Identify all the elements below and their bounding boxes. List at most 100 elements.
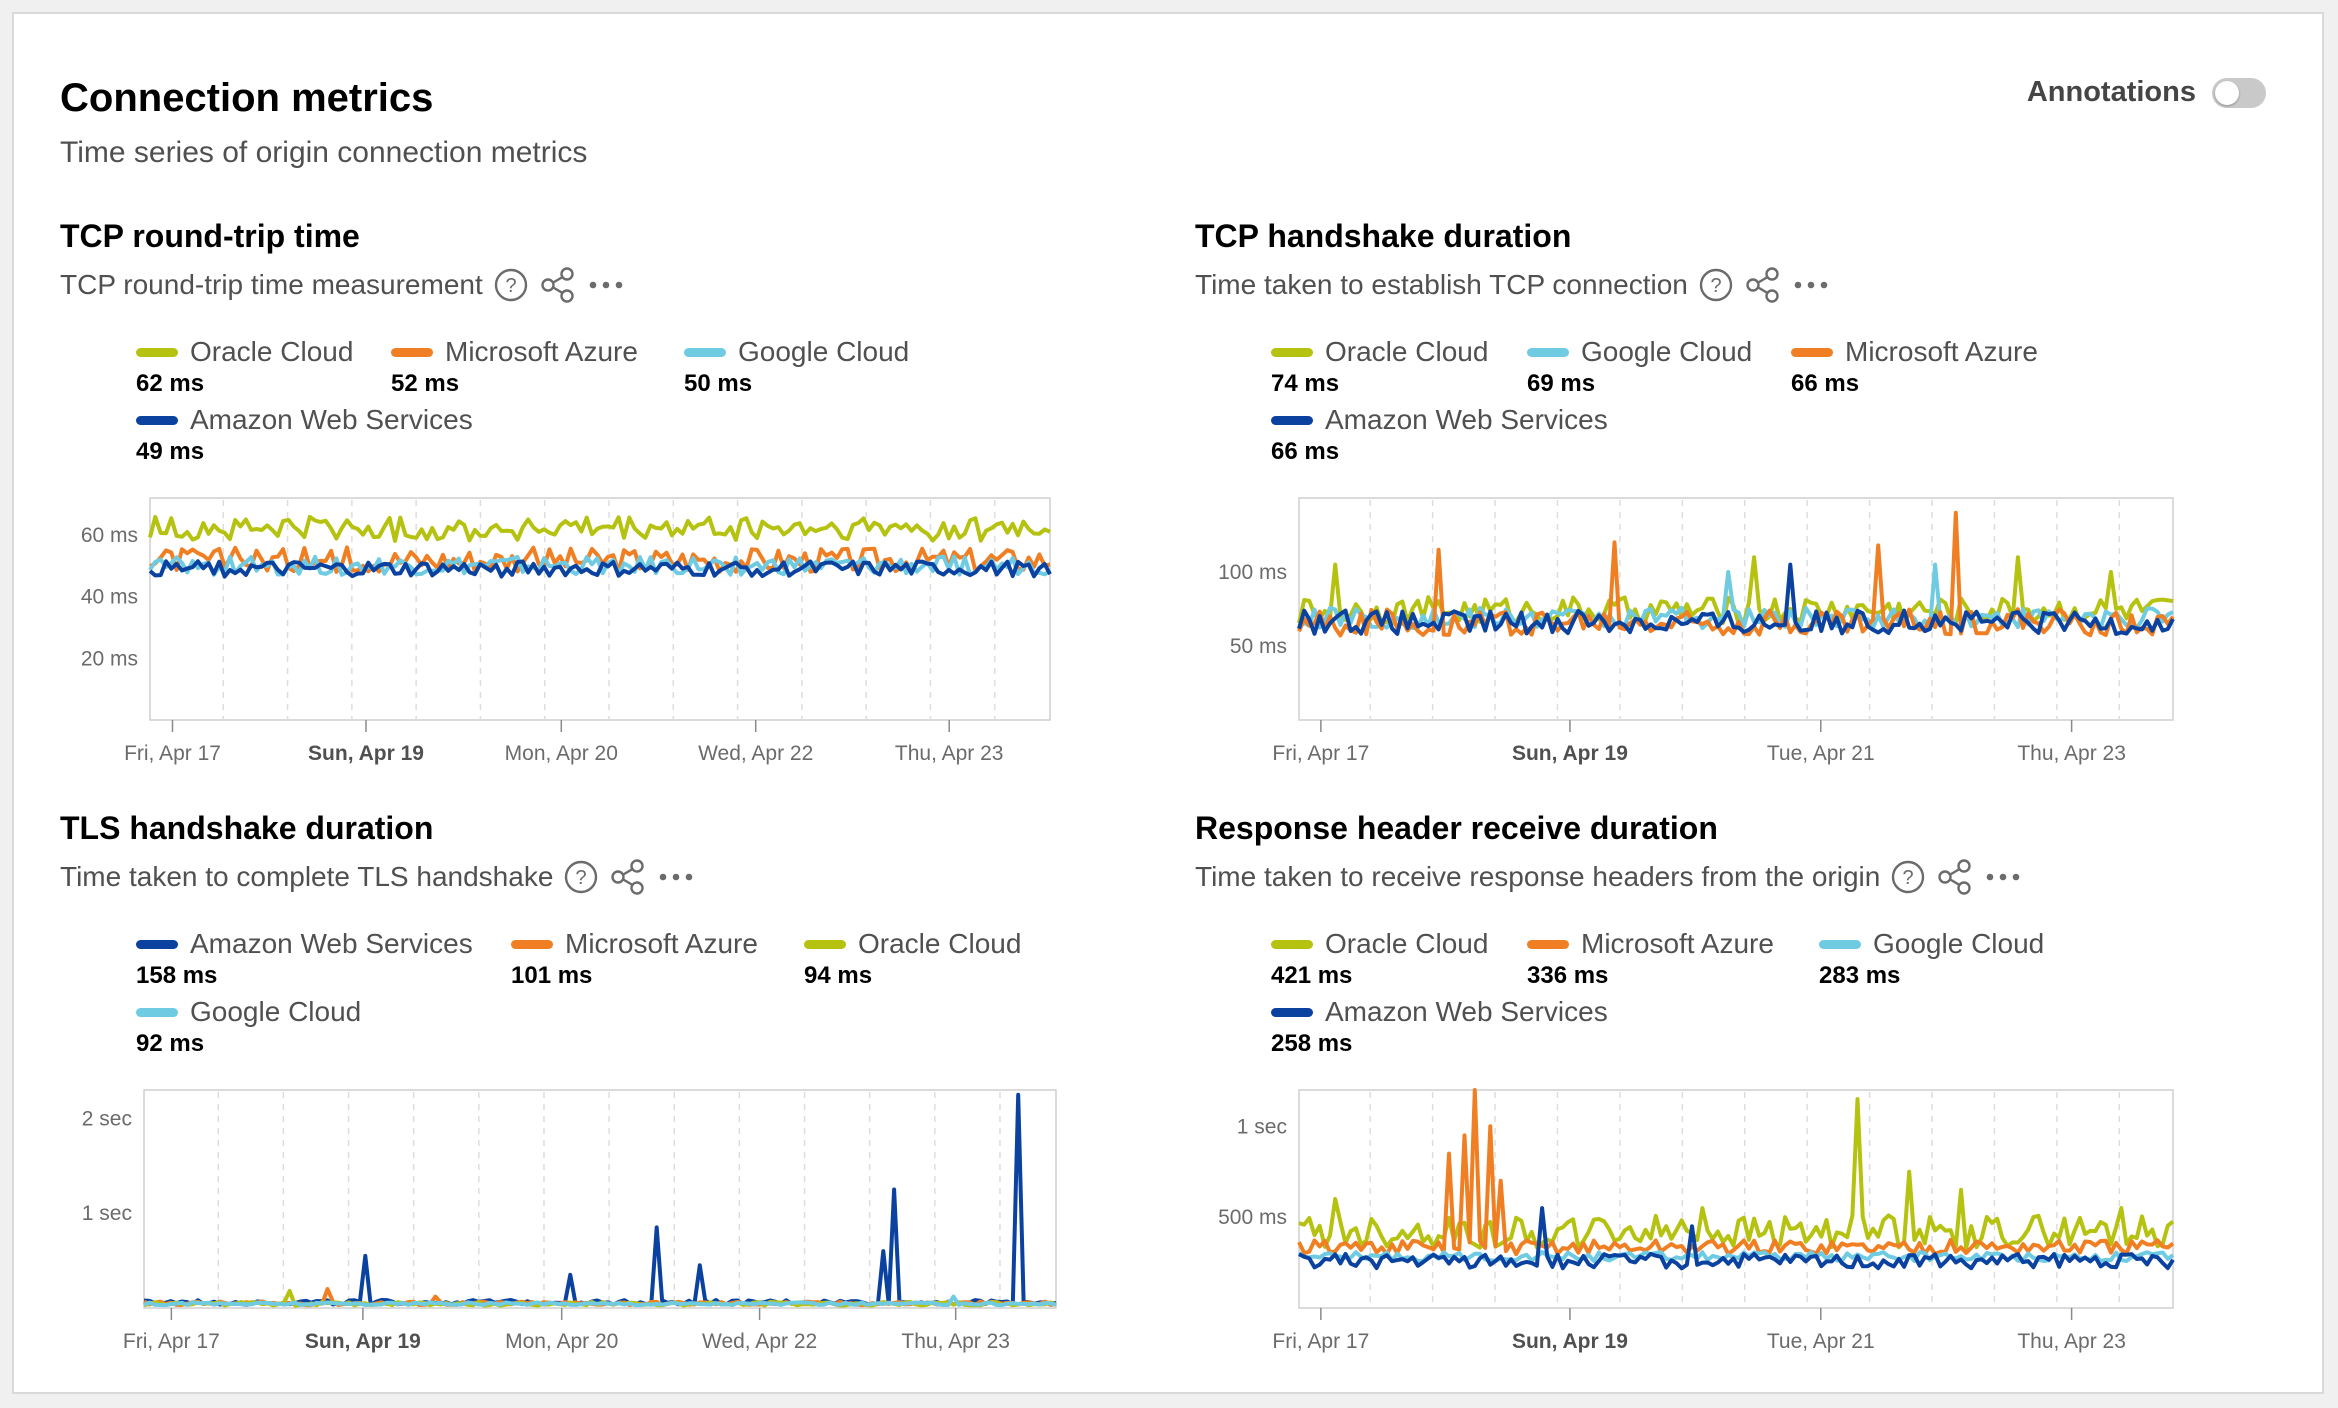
y-tick-label: 40 ms [81, 586, 138, 609]
help-circle-icon[interactable]: ? [1890, 859, 1926, 895]
x-tick-label: Sun, Apr 19 [308, 742, 424, 765]
panel-subtitle-row: Time taken to complete TLS handshake ? [60, 858, 697, 896]
x-tick-label: Thu, Apr 23 [895, 742, 1004, 765]
more-icon[interactable] [1792, 275, 1832, 295]
y-tick-label: 2 sec [82, 1107, 132, 1130]
plot-area [1298, 1089, 2174, 1309]
legend-item[interactable]: Amazon Web Services 66 ms [1271, 404, 1608, 466]
x-tick-label: Fri, Apr 17 [123, 1330, 220, 1353]
legend-item[interactable]: Oracle Cloud 421 ms [1271, 928, 1488, 990]
legend-series-name: Microsoft Azure [1581, 928, 1774, 959]
panel-subtitle: Time taken to establish TCP connection [1195, 269, 1688, 300]
connection-metrics-card: Connection metrics Time series of origin… [12, 12, 2324, 1394]
legend-item[interactable]: Oracle Cloud 62 ms [136, 336, 353, 398]
chart-legend: Oracle Cloud 74 ms Google Cloud 69 ms Micros… [1271, 336, 2271, 476]
help-circle-icon[interactable]: ? [1698, 267, 1734, 303]
chart-legend: Oracle Cloud 62 ms Microsoft Azure 52 ms Goo… [136, 336, 1136, 476]
series-line-amazon-web-services[interactable] [1297, 562, 2175, 636]
plot-area [149, 497, 1051, 721]
legend-series-value: 258 ms [1271, 1030, 1353, 1057]
legend-item[interactable]: Google Cloud 92 ms [136, 996, 361, 1058]
legend-series-name: Oracle Cloud [1325, 928, 1489, 959]
share-icon[interactable] [609, 858, 647, 896]
legend-item[interactable]: Amazon Web Services 49 ms [136, 404, 473, 466]
legend-item[interactable]: Amazon Web Services 258 ms [1271, 996, 1608, 1058]
panel-subtitle-row: Time taken to establish TCP connection ? [1195, 266, 1832, 304]
legend-item[interactable]: Oracle Cloud 94 ms [804, 928, 1021, 990]
panel-tcp-rtt: TCP round-trip time TCP round-trip time … [60, 218, 1140, 808]
legend-series-name: Microsoft Azure [445, 336, 638, 367]
series-line-oracle-cloud[interactable] [148, 514, 1051, 543]
annotations-control: Annotations [2027, 76, 2266, 109]
legend-item[interactable]: Google Cloud 283 ms [1819, 928, 2044, 990]
x-tick-label: Wed, Apr 22 [702, 1330, 817, 1353]
x-tick-label: Mon, Apr 20 [505, 742, 618, 765]
chart-svg: 1 sec 500 ms Fri, Apr 17 Sun, Apr 19 Tue, Ap… [1218, 1088, 2175, 1353]
series-line-amazon-web-services[interactable] [1298, 1206, 2175, 1271]
more-icon[interactable] [657, 867, 697, 887]
y-tick-label: 1 sec [1237, 1115, 1287, 1138]
legend-series-value: 94 ms [804, 962, 873, 989]
legend-item[interactable]: Microsoft Azure 52 ms [391, 336, 638, 398]
legend-series-value: 66 ms [1271, 438, 1340, 465]
legend-series-name: Oracle Cloud [1325, 336, 1489, 367]
legend-swatch [1271, 939, 1313, 949]
legend-series-name: Oracle Cloud [190, 336, 354, 367]
legend-item[interactable]: Microsoft Azure 66 ms [1791, 336, 2038, 398]
annotations-toggle[interactable] [2212, 77, 2266, 108]
toggle-knob [2215, 80, 2239, 105]
panel-response-header: Response header receive duration Time ta… [1195, 810, 2275, 1400]
chart-legend: Oracle Cloud 421 ms Microsoft Azure 336 ms G… [1271, 928, 2271, 1068]
x-tick-label: Sun, Apr 19 [1512, 1330, 1628, 1353]
legend-swatch [1271, 415, 1313, 425]
legend-item[interactable]: Microsoft Azure 336 ms [1527, 928, 1774, 990]
svg-text:?: ? [576, 867, 587, 889]
help-circle-icon[interactable]: ? [563, 859, 599, 895]
more-icon[interactable] [587, 275, 627, 295]
legend-item[interactable]: Amazon Web Services 158 ms [136, 928, 473, 990]
share-icon[interactable] [1936, 858, 1974, 896]
series-line-google-cloud[interactable] [1297, 1250, 2175, 1264]
share-icon[interactable] [1744, 266, 1782, 304]
legend-item[interactable]: Microsoft Azure 101 ms [511, 928, 758, 990]
series-line-amazon-web-services[interactable] [148, 559, 1052, 579]
series-line-google-cloud[interactable] [143, 1294, 1057, 1308]
legend-series-value: 92 ms [136, 1030, 205, 1057]
y-tick-label: 100 ms [1218, 561, 1287, 584]
share-icon[interactable] [539, 266, 577, 304]
y-tick-label: 50 ms [1230, 635, 1287, 658]
legend-item[interactable]: Google Cloud 69 ms [1527, 336, 1752, 398]
y-tick-label: 500 ms [1218, 1206, 1287, 1229]
legend-series-value: 421 ms [1271, 962, 1353, 989]
legend-swatch [136, 1007, 178, 1017]
legend-series-value: 158 ms [136, 962, 218, 989]
x-tick-label: Thu, Apr 23 [901, 1330, 1010, 1353]
help-circle-icon[interactable]: ? [493, 267, 529, 303]
legend-series-name: Microsoft Azure [1845, 336, 2038, 367]
legend-swatch [1271, 347, 1313, 357]
legend-series-value: 62 ms [136, 370, 205, 397]
x-tick-label: Wed, Apr 22 [698, 742, 813, 765]
y-tick-label: 1 sec [82, 1202, 132, 1225]
legend-swatch [804, 939, 846, 949]
chart-svg: 60 ms 40 ms 20 ms Fri, Apr 17 Sun, Apr 19 Mon… [81, 497, 1052, 765]
legend-item[interactable]: Oracle Cloud 74 ms [1271, 336, 1488, 398]
legend-series-name: Amazon Web Services [1325, 404, 1608, 435]
page-title: Connection metrics [60, 76, 434, 120]
panel-tcp-handshake: TCP handshake duration Time taken to est… [1195, 218, 2275, 808]
more-icon[interactable] [1984, 867, 2024, 887]
legend-item[interactable]: Google Cloud 50 ms [684, 336, 909, 398]
series-line-microsoft-azure[interactable] [1297, 1088, 2175, 1257]
panel-subtitle: Time taken to receive response headers f… [1195, 861, 1881, 892]
legend-series-value: 66 ms [1791, 370, 1860, 397]
x-tick-label: Fri, Apr 17 [1272, 742, 1369, 765]
panel-title: TCP round-trip time [60, 218, 360, 254]
legend-series-name: Amazon Web Services [190, 404, 473, 435]
legend-series-name: Microsoft Azure [565, 928, 758, 959]
panel-title: TCP handshake duration [1195, 218, 1572, 254]
chart-legend: Amazon Web Services 158 ms Microsoft Azure… [136, 928, 1136, 1068]
legend-swatch [136, 415, 178, 425]
legend-swatch [391, 347, 433, 357]
x-tick-label: Thu, Apr 23 [2017, 742, 2126, 765]
legend-series-value: 52 ms [391, 370, 460, 397]
